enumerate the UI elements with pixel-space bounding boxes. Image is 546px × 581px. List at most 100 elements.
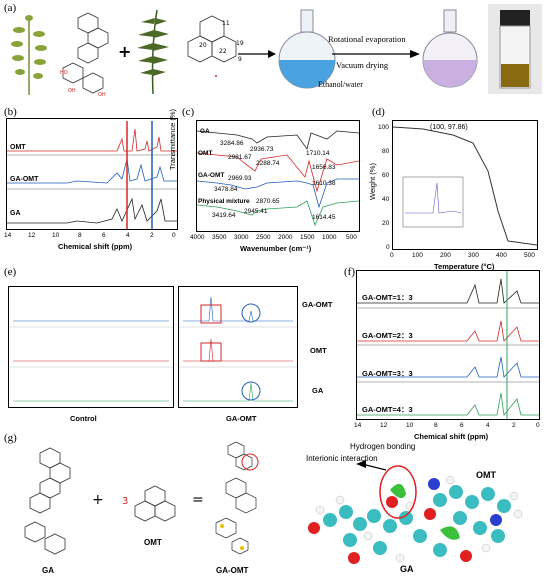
g-mol-ga: GA [400, 564, 414, 574]
c-xtick-2000: 2000 [278, 234, 293, 241]
plant-illustration [11, 15, 47, 95]
f-row-4: GA-OMT=4：3 [362, 405, 413, 414]
omt-structure-a [187, 15, 237, 77]
num-9: 9 [238, 56, 242, 63]
process-top: Rotational evaporation [328, 34, 406, 44]
f-xtick-8: 8 [434, 422, 438, 429]
process-arrow-2 [332, 50, 420, 58]
f-row-2: GA-OMT=2：3 [362, 331, 413, 340]
b-xtick-2: 2 [150, 232, 154, 239]
f-xtick-10: 10 [406, 422, 414, 429]
g-mol-omt: OMT [476, 470, 496, 480]
panel-label-f: (f) [344, 266, 355, 278]
g-interionic: Interionic interaction [306, 454, 378, 463]
c-peak-8: 3478.84 [214, 186, 238, 193]
d-xtick-100: 100 [412, 252, 423, 259]
g-label-ga: GA [42, 566, 54, 575]
f-xtick-4: 4 [486, 422, 490, 429]
d-ytick-100: 100 [378, 124, 389, 131]
c-xtick-4000: 4000 [190, 234, 205, 241]
c-trace-mixture: Physical mixture [198, 198, 250, 205]
d-xtick-300: 300 [468, 252, 479, 259]
c-xtick-2500: 2500 [256, 234, 271, 241]
f-xtick-6: 6 [460, 422, 464, 429]
svg-text:OH: OH [68, 88, 76, 94]
d-ytick-40: 40 [382, 196, 390, 203]
d-xtick-500: 500 [524, 252, 535, 259]
svg-text:OH: OH [98, 92, 106, 98]
ga-structure-a: HO OH OH [60, 12, 109, 98]
d-xlabel: Temperature (°C) [434, 262, 495, 271]
round-flask-purple [422, 9, 478, 88]
d-xtick-0: 0 [390, 252, 394, 259]
process-bottom: Vacuum drying [336, 60, 389, 70]
gaomt-structure-g [215, 441, 259, 555]
c-ylabel: Transmittance (%) [168, 109, 177, 170]
e-bottom-control: Control [70, 414, 97, 423]
g-label-gaomt: GA-OMT [216, 566, 249, 575]
c-peak-10: 2870.65 [256, 198, 280, 205]
b-xtick-6: 6 [102, 232, 106, 239]
ftir-plot-c [196, 120, 360, 232]
d-ytick-20: 20 [382, 220, 390, 227]
b-xtick-4: 4 [126, 232, 130, 239]
c-peak-2: 2936.73 [250, 146, 274, 153]
c-trace-gaomt: GA-OMT [198, 172, 225, 179]
panel-label-d: (d) [372, 106, 385, 118]
panel-label-c: (c) [182, 106, 195, 118]
c-peak-11: 3419.64 [212, 212, 236, 219]
g-eq: = [192, 492, 204, 508]
c-peak-3: 2981.67 [228, 154, 252, 161]
c-trace-ga: GA [200, 128, 210, 135]
b-trace-omt: OMT [10, 144, 26, 151]
round-flask-blue [278, 9, 336, 89]
d-ytick-80: 80 [382, 148, 390, 155]
num-20: 20 [199, 42, 207, 49]
d-annotation: (100, 97.86) [430, 124, 468, 131]
c-peak-13: 1614.45 [312, 214, 336, 221]
c-xtick-3500: 3500 [212, 234, 227, 241]
b-trace-gaomt: GA-OMT [10, 176, 39, 183]
f-xtick-14: 14 [354, 422, 362, 429]
c-peak-9: 1610.38 [312, 180, 336, 187]
solvent-label: Ethanol/water [318, 80, 363, 89]
c-peak-4: 1710.14 [306, 150, 330, 157]
panel-label-g: (g) [4, 432, 17, 444]
b-xtick-10: 10 [52, 232, 60, 239]
f-xlabel: Chemical shift (ppm) [414, 432, 489, 441]
d-ylabel: Weight (%) [368, 163, 377, 200]
c-xtick-1000: 1000 [322, 234, 337, 241]
b-xtick-14: 14 [4, 232, 12, 239]
e-row-omt: OMT [310, 346, 327, 355]
c-xtick-1500: 1500 [300, 234, 315, 241]
e-row-ga: GA [312, 386, 324, 395]
panel-label-e: (e) [4, 266, 17, 278]
xrd-control-e [8, 286, 174, 408]
c-xlabel: Wavenumber (cm⁻¹) [240, 244, 312, 253]
panel-label-b: (b) [4, 106, 17, 118]
c-peak-1: 3284.86 [220, 140, 244, 147]
c-trace-omt: OMT [198, 150, 213, 157]
g-three: 3 [122, 496, 129, 507]
svg-text:HO: HO [60, 70, 68, 76]
c-xtick-3000: 3000 [234, 234, 249, 241]
e-bottom-gaomt: GA-OMT [226, 414, 257, 423]
b-trace-ga: GA [10, 210, 21, 217]
e-row-gaomt: GA-OMT [302, 300, 333, 309]
fern-illustration [137, 9, 169, 95]
num-11: 11 [222, 20, 230, 27]
ga-structure-g [24, 447, 71, 555]
b-xtick-12: 12 [28, 232, 36, 239]
num-19: 19 [236, 40, 244, 47]
xrd-gaomt-e [178, 286, 298, 408]
f-xtick-0: 0 [536, 422, 540, 429]
g-label-omt: OMT [144, 538, 162, 547]
plus-sign-a: + [118, 42, 132, 61]
molecular-model-3d [308, 460, 523, 564]
vial-product [488, 4, 542, 94]
g-plus: + [92, 492, 104, 508]
c-peak-12: 2945.41 [244, 208, 268, 215]
c-xtick-500: 500 [346, 234, 357, 241]
d-xtick-200: 200 [440, 252, 451, 259]
c-peak-5: 2288.74 [256, 160, 280, 167]
